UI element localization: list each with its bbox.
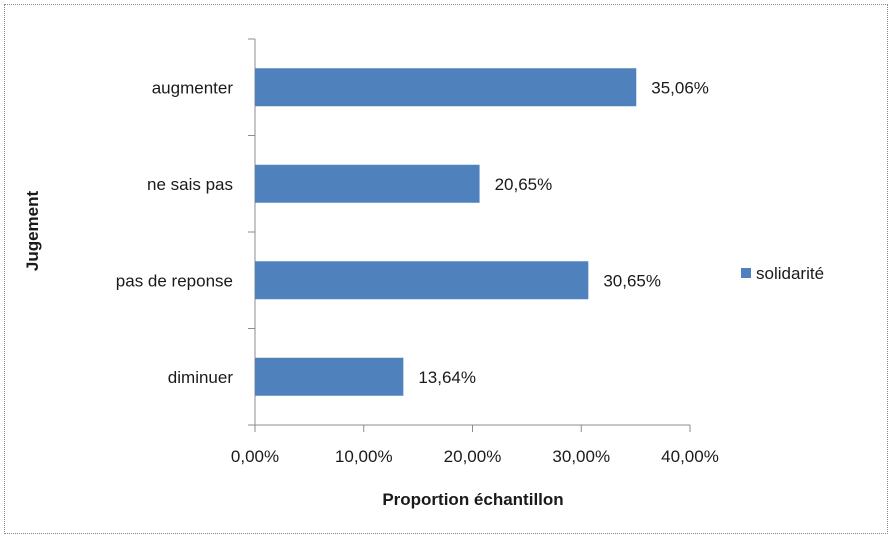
data-label: 20,65% bbox=[495, 175, 553, 194]
x-tick-label: 40,00% bbox=[661, 447, 719, 466]
bar bbox=[255, 261, 589, 300]
category-label: diminuer bbox=[168, 368, 234, 387]
data-label: 30,65% bbox=[603, 271, 661, 290]
x-tick-label: 10,00% bbox=[335, 447, 393, 466]
category-label: ne sais pas bbox=[147, 175, 233, 194]
data-label: 35,06% bbox=[651, 78, 709, 97]
category-label: pas de reponse bbox=[116, 271, 233, 290]
x-tick-label: 0,00% bbox=[231, 447, 279, 466]
y-axis-title: Jugement bbox=[23, 191, 42, 272]
labels: augmenter 35,06% ne sais pas 20,65% pas de r… bbox=[116, 78, 709, 387]
legend-swatch bbox=[741, 268, 751, 278]
bars bbox=[255, 68, 637, 396]
legend-label: solidarité bbox=[756, 264, 824, 283]
x-axis-title: Proportion échantillon bbox=[382, 490, 563, 509]
x-tick-label: 20,00% bbox=[444, 447, 502, 466]
category-label: augmenter bbox=[152, 78, 234, 97]
bar bbox=[255, 357, 404, 396]
bar bbox=[255, 68, 637, 107]
bar bbox=[255, 164, 480, 203]
data-label: 13,64% bbox=[418, 368, 476, 387]
x-tick-label: 30,00% bbox=[552, 447, 610, 466]
legend: solidarité bbox=[741, 264, 824, 283]
